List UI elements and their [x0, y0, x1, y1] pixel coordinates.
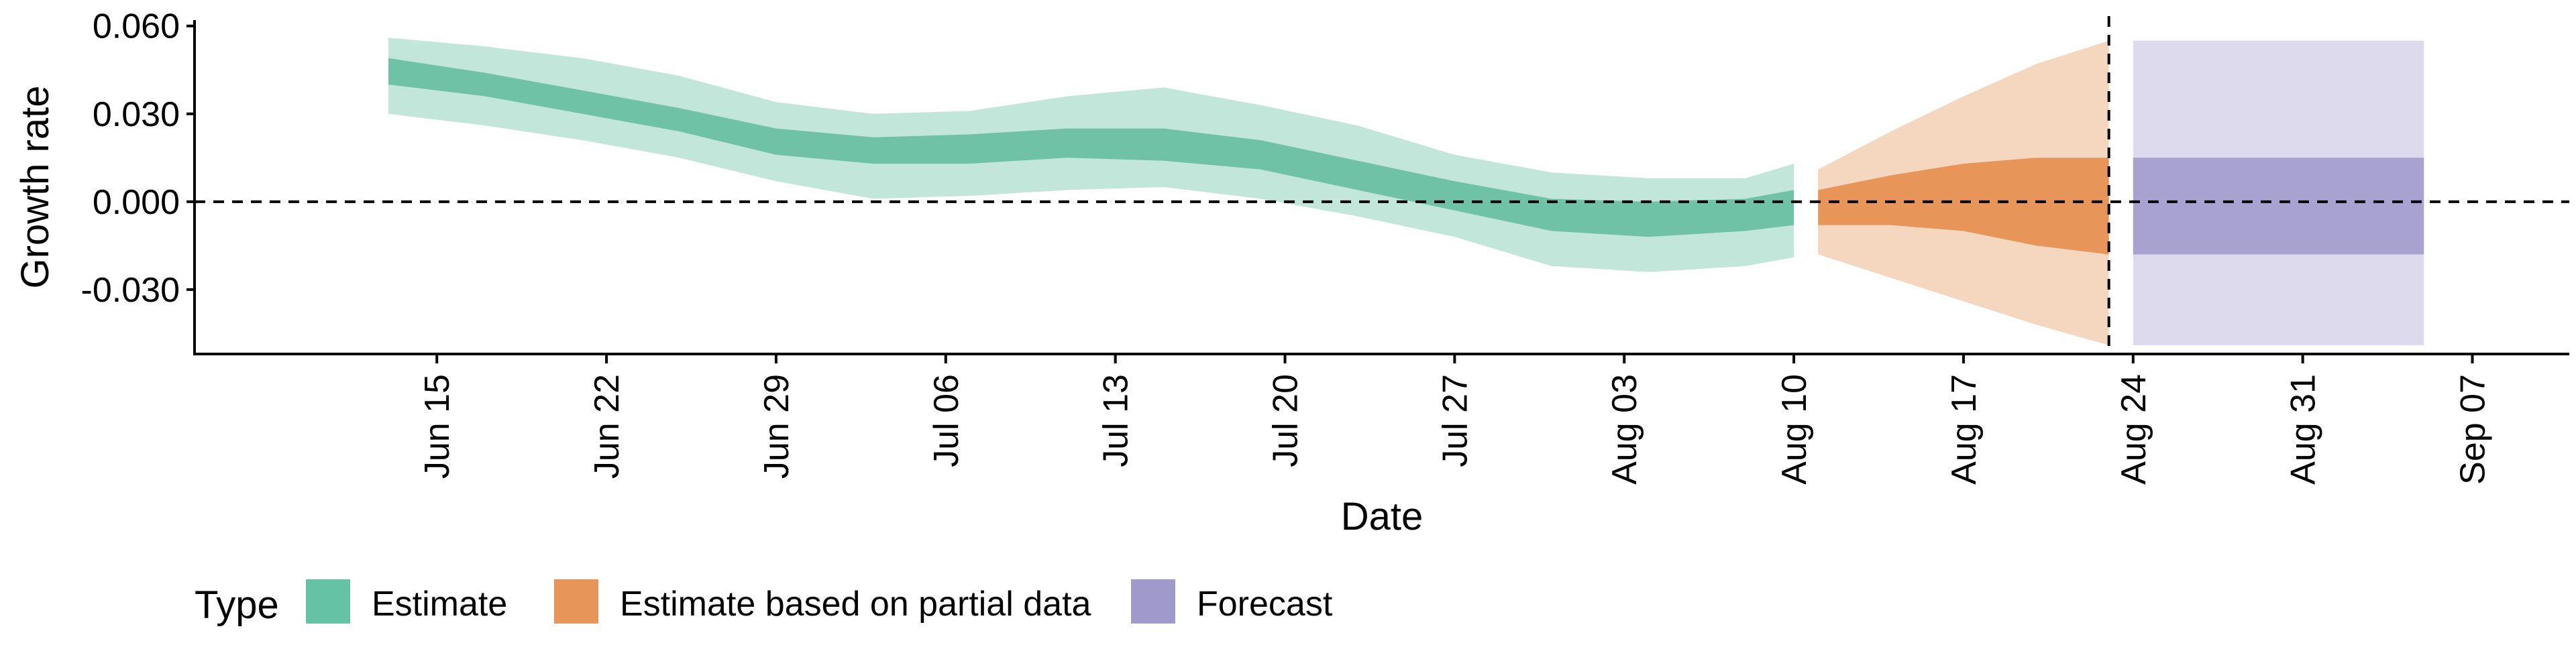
legend-swatch-estimate-based-on-partial-data	[554, 579, 598, 624]
legend-swatch-forecast	[1131, 579, 1175, 624]
series-bands	[388, 38, 2424, 345]
reference-lines	[195, 16, 2569, 354]
estimate-inner-band	[388, 58, 1794, 237]
x-tick-label: Aug 24	[2114, 374, 2153, 485]
x-axis-ticks: Jun 15 Jun 22 Jun 29 Jul 06 Jul 13 Jul 20 Jul …	[418, 354, 2493, 485]
x-tick-label: Jul 27	[1436, 374, 1474, 467]
x-tick-label: Aug 03	[1605, 374, 1644, 485]
forecast-inner-band	[2133, 158, 2424, 255]
y-axis-ticks: 0.060 0.030 0.000 -0.030	[81, 7, 195, 310]
x-tick-label: Jul 13	[1097, 374, 1136, 467]
legend-swatch-estimate	[306, 579, 350, 624]
x-tick-label: Aug 31	[2284, 374, 2323, 485]
estimate-based-on-partial-data-inner-band	[1818, 158, 2109, 255]
x-tick-label: Jun 15	[418, 374, 457, 479]
legend-label-estimate: Estimate	[372, 585, 507, 624]
y-tick-label: 0.060	[93, 7, 180, 46]
x-axis-title: Date	[1341, 495, 1424, 538]
x-tick-label: Aug 17	[1945, 374, 1984, 485]
x-tick-label: Jun 29	[757, 374, 796, 479]
x-tick-label: Sep 07	[2454, 374, 2493, 485]
y-axis-title: Growth rate	[13, 86, 57, 289]
y-tick-label: 0.030	[93, 95, 180, 134]
legend-title: Type	[195, 583, 279, 627]
y-tick-label: 0.000	[93, 183, 180, 222]
axes	[193, 20, 2569, 355]
y-tick-label: -0.030	[81, 271, 180, 310]
x-tick-label: Jul 20	[1267, 374, 1305, 467]
legend-entries: Estimate Estimate based on partial data Fo…	[306, 579, 1333, 624]
legend-label-estimate-based-on-partial-data: Estimate based on partial data	[620, 585, 1091, 624]
x-tick-label: Aug 10	[1775, 374, 1814, 485]
legend-label-forecast: Forecast	[1197, 585, 1333, 624]
legend: Type Estimate Estimate based on partial d…	[195, 579, 1333, 627]
x-tick-label: Jun 22	[588, 374, 627, 479]
x-tick-label: Jul 06	[927, 374, 966, 467]
